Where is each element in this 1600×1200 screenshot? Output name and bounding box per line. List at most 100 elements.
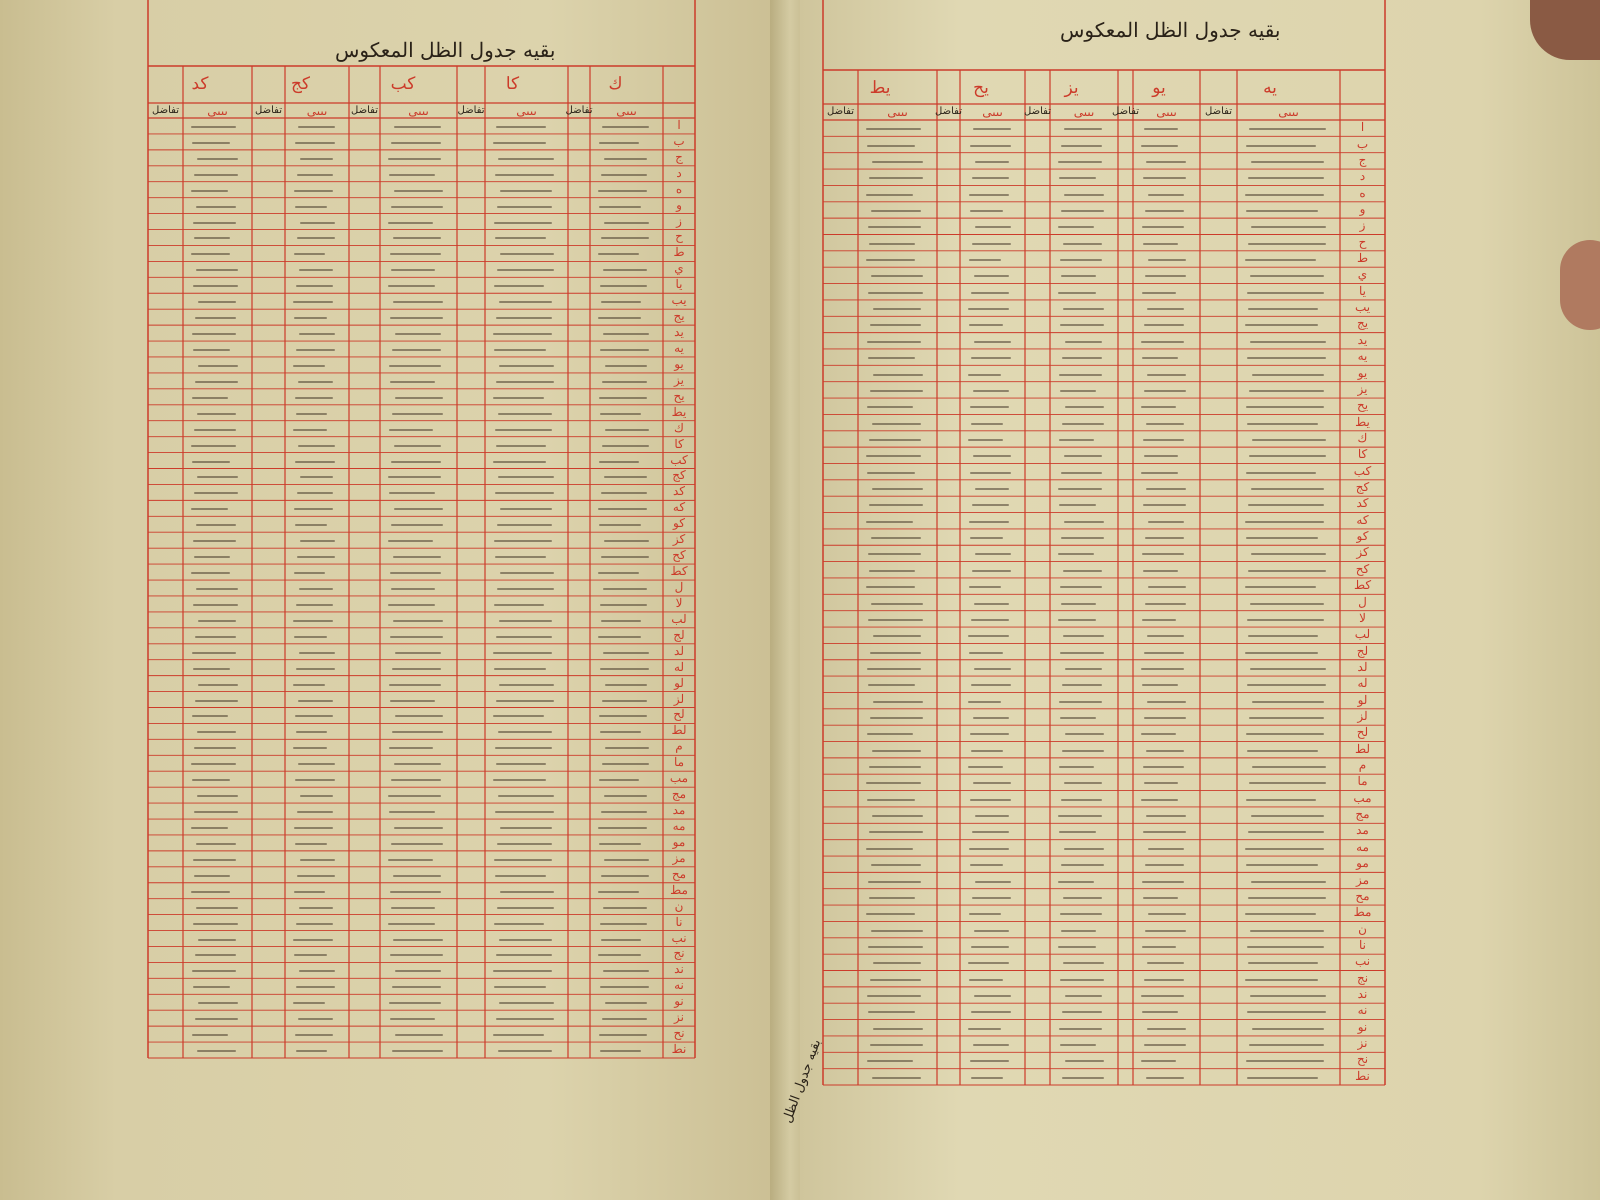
- handwritten-value: [196, 205, 236, 208]
- row-label-minute: يد: [1357, 332, 1368, 347]
- handwritten-value: [197, 795, 238, 798]
- handwritten-value: [197, 1050, 236, 1053]
- row-label-minute: نط: [671, 1042, 687, 1057]
- handwritten-value: [499, 683, 554, 686]
- handwritten-value: [866, 782, 921, 785]
- handwritten-value: [605, 1002, 647, 1005]
- sexagesimal-units-header: ىىىى: [408, 104, 430, 118]
- handwritten-value: [601, 556, 649, 559]
- row-label-minute: ن: [674, 898, 684, 913]
- handwritten-value: [1142, 1011, 1178, 1014]
- handwritten-value: [392, 986, 441, 989]
- handwritten-value: [498, 157, 554, 160]
- handwritten-value: [493, 970, 552, 973]
- handwritten-value: [1141, 471, 1178, 474]
- handwritten-value: [1063, 635, 1104, 638]
- row-label-minute: نط: [1355, 1068, 1370, 1083]
- handwritten-value: [605, 428, 649, 431]
- finger-side: [1560, 240, 1600, 330]
- handwritten-value: [870, 324, 921, 327]
- handwritten-value: [969, 324, 1003, 327]
- handwritten-value: [194, 556, 230, 559]
- degree-header: يو: [1152, 78, 1166, 98]
- handwritten-value: [1058, 160, 1102, 163]
- handwritten-value: [300, 795, 333, 798]
- handwritten-value: [1143, 831, 1186, 834]
- handwritten-value: [1250, 340, 1326, 343]
- row-label-minute: ما: [673, 755, 685, 770]
- handwritten-value: [968, 373, 1001, 376]
- handwritten-value: [496, 763, 546, 766]
- row-label-minute: مج: [1355, 807, 1370, 822]
- handwritten-value: [974, 602, 1009, 605]
- handwritten-value: [195, 380, 238, 383]
- handwritten-value: [970, 406, 1009, 409]
- handwritten-value: [603, 970, 649, 973]
- row-label-minute: لز: [673, 691, 685, 706]
- handwritten-value: [193, 540, 236, 543]
- row-label-minute: مو: [672, 834, 686, 849]
- handwritten-value: [873, 308, 921, 311]
- handwritten-value: [296, 603, 333, 606]
- sexagesimal-units-header: ىىىى: [306, 104, 329, 118]
- handwritten-value: [973, 782, 1011, 785]
- handwritten-value: [500, 508, 552, 511]
- handwritten-value: [395, 970, 441, 973]
- row-label-minute: يا: [1359, 283, 1366, 298]
- handwritten-value: [391, 269, 435, 272]
- difference-header: تفاضل: [255, 105, 282, 116]
- handwritten-value: [605, 747, 649, 750]
- handwritten-value: [1143, 569, 1178, 572]
- row-label-minute: كب: [1353, 463, 1372, 478]
- row-label-minute: يد: [674, 325, 684, 340]
- row-label-minute: ح: [1358, 234, 1367, 249]
- handwritten-value: [972, 242, 1011, 245]
- handwritten-value: [1250, 995, 1326, 998]
- handwritten-value: [969, 586, 1001, 589]
- handwritten-value: [868, 684, 915, 687]
- handwritten-value: [973, 716, 1009, 719]
- handwritten-value: [391, 460, 441, 463]
- handwritten-value: [1248, 177, 1324, 180]
- handwritten-value: [1246, 209, 1318, 212]
- handwritten-value: [599, 396, 647, 399]
- handwritten-value: [1064, 782, 1102, 785]
- handwritten-value: [972, 831, 1009, 834]
- handwritten-value: [867, 995, 921, 998]
- handwritten-value: [973, 1044, 1009, 1047]
- handwritten-value: [192, 651, 236, 654]
- handwritten-value: [296, 1050, 327, 1053]
- handwritten-value: [394, 189, 443, 192]
- handwritten-value: [496, 954, 552, 957]
- handwritten-value: [872, 815, 923, 818]
- handwritten-value: [1063, 242, 1102, 245]
- handwritten-value: [496, 125, 546, 128]
- row-label-minute: ج: [675, 149, 683, 164]
- handwritten-value: [496, 380, 554, 383]
- row-label-minute: نز: [1357, 1036, 1368, 1051]
- row-label-minute: يه: [1357, 349, 1368, 364]
- handwritten-value: [1141, 340, 1184, 343]
- handwritten-value: [1248, 962, 1318, 965]
- handwritten-value: [297, 811, 333, 814]
- handwritten-value: [1063, 569, 1102, 572]
- handwritten-value: [392, 412, 443, 415]
- handwritten-value: [390, 317, 443, 320]
- handwritten-value: [294, 826, 333, 829]
- handwritten-value: [392, 1050, 443, 1053]
- handwritten-value: [1148, 193, 1184, 196]
- handwritten-value: [294, 508, 333, 511]
- handwritten-value: [970, 471, 1011, 474]
- handwritten-value: [388, 540, 433, 543]
- handwritten-value: [598, 826, 647, 829]
- handwritten-value: [872, 422, 921, 425]
- handwritten-value: [198, 938, 236, 941]
- row-label-minute: مب: [1353, 790, 1372, 805]
- handwritten-value: [191, 508, 228, 511]
- handwritten-value: [295, 715, 333, 718]
- handwritten-value: [969, 978, 1003, 981]
- row-label-minute: ي: [674, 261, 684, 276]
- handwritten-value: [393, 874, 441, 877]
- handwritten-value: [599, 141, 639, 144]
- handwritten-value: [299, 333, 335, 336]
